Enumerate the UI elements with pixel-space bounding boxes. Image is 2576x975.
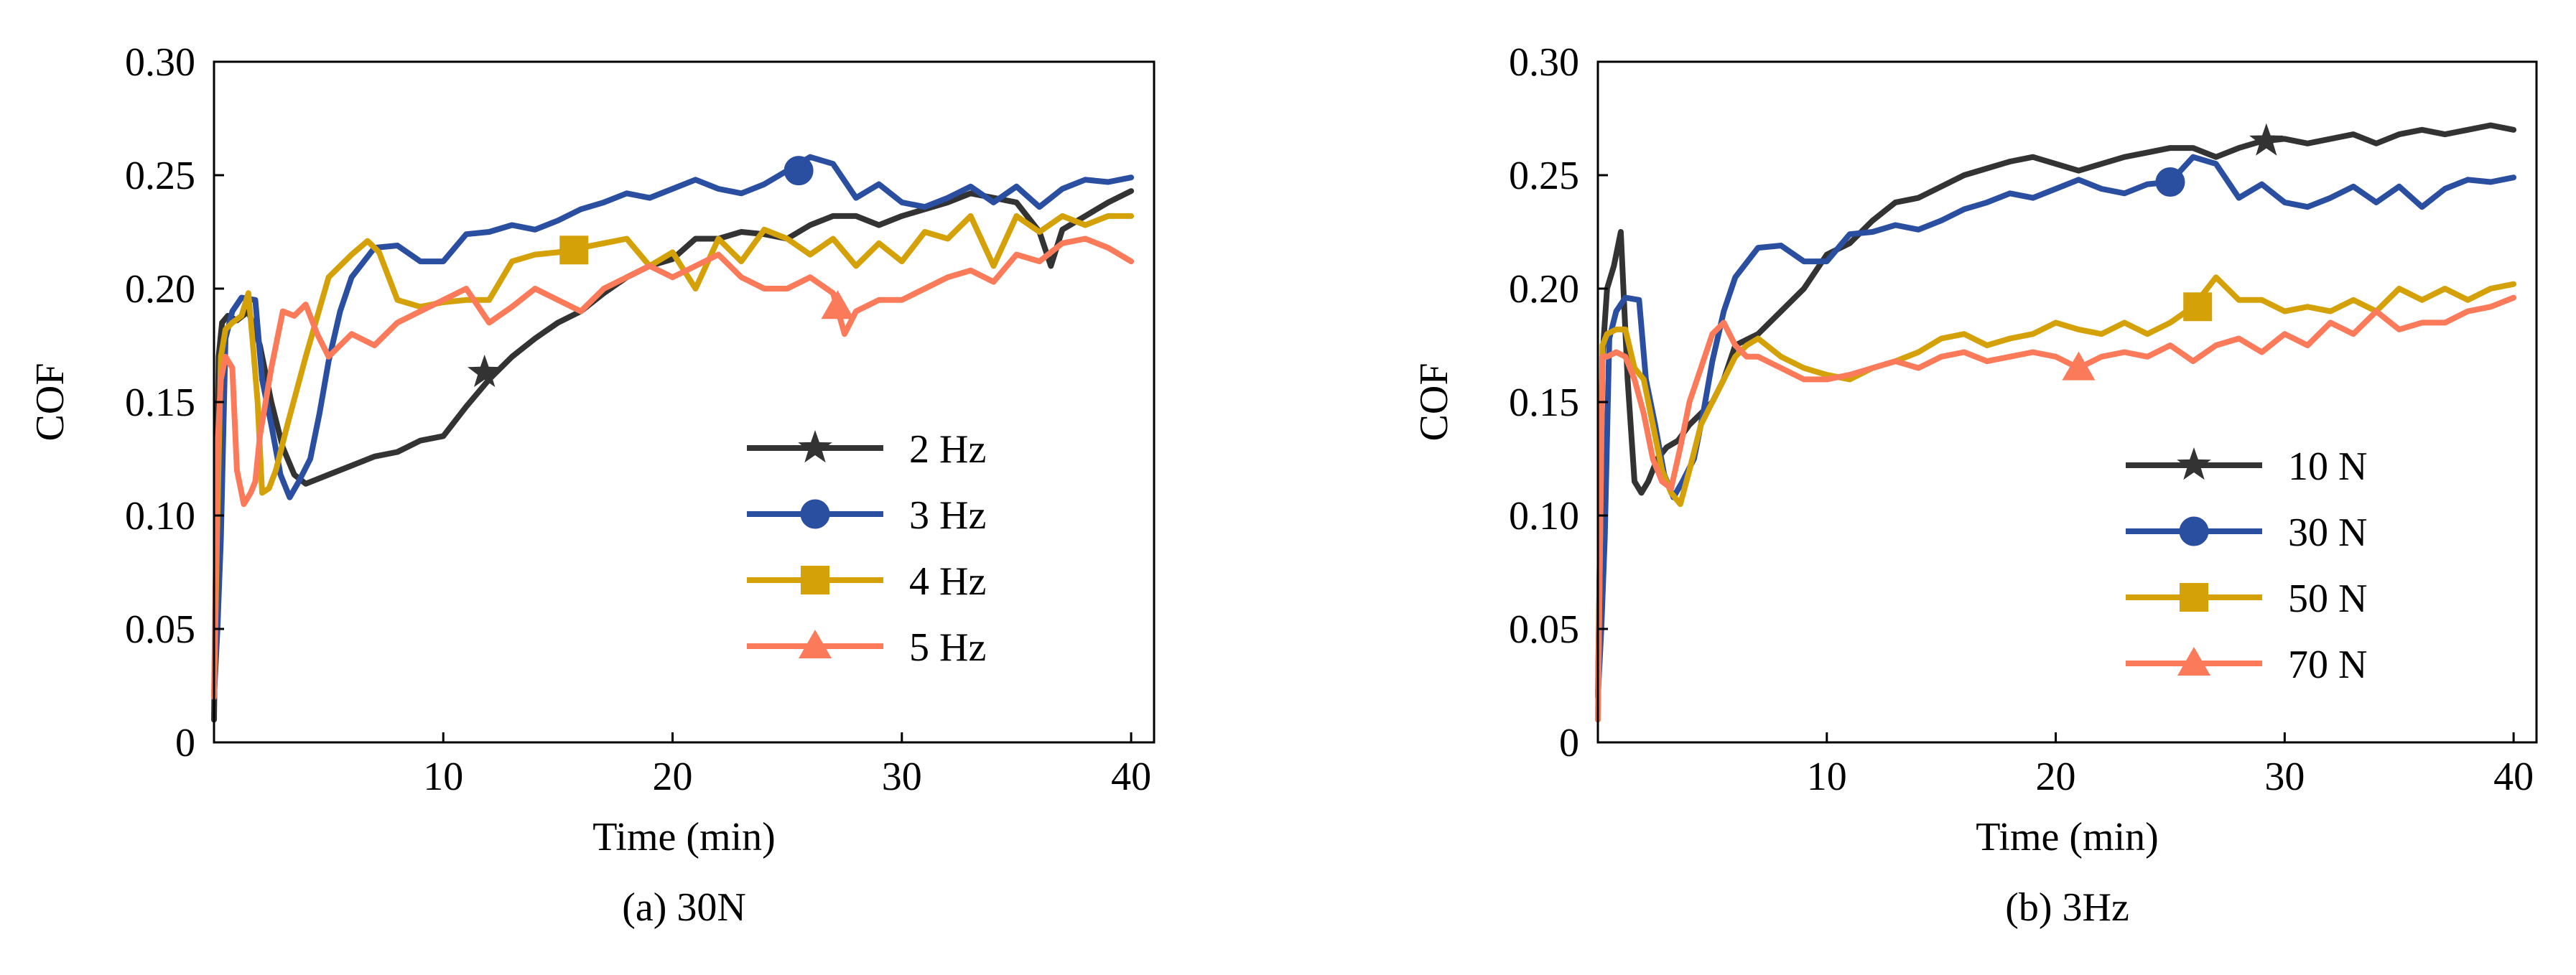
y-tick-label: 0.10: [1509, 494, 1579, 538]
x-tick-label: 30: [2264, 755, 2305, 799]
series-marker-30-n: [2155, 167, 2185, 197]
series-marker-10-n: [2249, 123, 2284, 156]
legend-label: 2 Hz: [909, 427, 986, 472]
legend: 2 Hz 3 Hz 4 Hz 5 Hz: [747, 427, 986, 670]
y-tick-label: 0.15: [125, 381, 195, 425]
x-tick-label: 40: [2493, 755, 2534, 799]
series-marker-4-hz: [559, 235, 589, 265]
series-line-2-hz: [211, 188, 1135, 723]
legend-label: 50 N: [2288, 577, 2367, 621]
y-tick-label: 0.10: [125, 494, 195, 538]
chart-panel-b: 10 20 30 40 0 0.05 0.10 0.15 0.20 0.25 0.30 Time (m…: [1412, 40, 2538, 930]
legend-label: 10 N: [2288, 444, 2367, 489]
x-tick-label: 40: [1111, 755, 1151, 799]
series-line-4-hz: [211, 213, 1135, 700]
legend-marker: [800, 499, 830, 529]
y-tick-label: 0: [175, 721, 195, 765]
plot-frame: [1596, 60, 2538, 744]
y-tick-label: 0.30: [1509, 40, 1579, 85]
legend-label: 4 Hz: [909, 559, 986, 604]
series-line-3-hz: [211, 154, 1135, 700]
chart-caption: (a) 30N: [622, 885, 746, 930]
x-tick-label: 10: [423, 755, 463, 799]
series-line-30-n: [1595, 154, 2517, 700]
series-line-10-n: [1595, 122, 2517, 700]
x-axis-label: Time (min): [1976, 815, 2159, 859]
x-axis-label: Time (min): [592, 815, 776, 859]
y-tick-label: 0.20: [1509, 267, 1579, 312]
legend-marker: [2179, 516, 2209, 546]
series-line-50-n: [1595, 274, 2517, 723]
x-tick-label: 10: [1807, 755, 1847, 799]
chart-caption: (b) 3Hz: [2005, 885, 2129, 930]
series-group: [211, 154, 1135, 723]
legend-marker: [798, 430, 832, 463]
series-marker-5-hz: [821, 290, 855, 319]
y-tick-label: 0.20: [125, 267, 195, 312]
chart-panel-a: 10 20 30 40 0 0.05 0.10 0.15 0.20 0.25 0.30 Time (m…: [28, 40, 1156, 930]
y-tick-label: 0.30: [125, 40, 195, 85]
x-tick-label: 20: [653, 755, 693, 799]
legend-marker: [2177, 447, 2211, 480]
y-tick-label: 0.05: [125, 607, 195, 652]
series-line-70-n: [1595, 294, 2517, 723]
y-tick-label: 0.05: [1509, 607, 1579, 652]
legend-label: 30 N: [2288, 510, 2367, 555]
series-marker-70-n: [2062, 351, 2096, 381]
legend-marker: [801, 566, 829, 594]
x-tick-label: 30: [882, 755, 922, 799]
y-axis-label: COF: [1412, 363, 1456, 442]
series-marker-3-hz: [784, 156, 814, 186]
legend-label: 70 N: [2288, 643, 2367, 687]
series-marker-50-n: [2183, 292, 2213, 322]
series-marker-2-hz: [468, 354, 502, 388]
series-group: [1595, 122, 2517, 723]
legend: 10 N 30 N 50 N 70 N: [2126, 444, 2367, 687]
legend-label: 3 Hz: [909, 493, 986, 538]
y-axis-label: COF: [28, 363, 73, 442]
x-tick-label: 20: [2036, 755, 2076, 799]
legend-marker: [2177, 647, 2210, 676]
plot-frame: [213, 60, 1156, 744]
series-line-5-hz: [211, 235, 1135, 700]
y-tick-label: 0: [1559, 721, 1579, 765]
y-tick-label: 0.25: [1509, 154, 1579, 198]
y-tick-label: 0.15: [1509, 381, 1579, 425]
legend-marker: [2180, 583, 2208, 612]
legend-marker: [799, 630, 832, 658]
y-tick-label: 0.25: [125, 154, 195, 198]
legend-label: 5 Hz: [909, 625, 986, 670]
